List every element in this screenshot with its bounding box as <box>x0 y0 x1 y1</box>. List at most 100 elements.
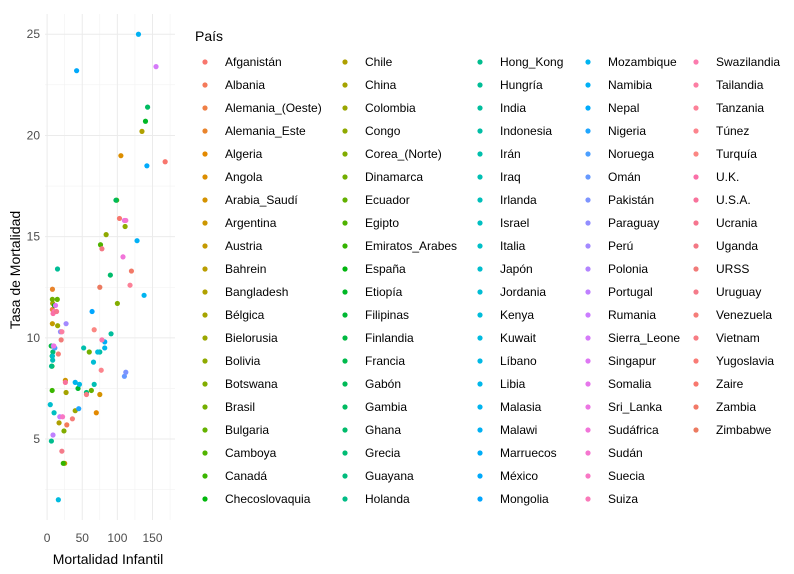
legend-label: Paraguay <box>608 216 659 230</box>
legend-key <box>202 59 208 65</box>
legend-label: Malawi <box>500 423 537 437</box>
legend-key <box>342 59 348 65</box>
data-point <box>76 406 82 412</box>
data-point <box>128 268 135 274</box>
data-point <box>121 373 128 379</box>
data-point <box>58 337 64 343</box>
data-point <box>116 215 123 222</box>
legend-key <box>585 335 591 341</box>
legend-key <box>585 496 591 502</box>
data-point <box>81 345 87 351</box>
legend-key <box>342 105 348 111</box>
legend-label: Omán <box>608 170 641 184</box>
data-point <box>54 296 60 302</box>
legend-key <box>342 266 348 272</box>
legend-key <box>477 82 483 88</box>
legend-key <box>585 404 591 410</box>
legend-label: Chile <box>365 55 393 69</box>
data-point <box>153 64 159 70</box>
legend-key <box>477 496 483 502</box>
legend-key <box>693 59 699 65</box>
data-point <box>103 232 109 238</box>
legend-label: URSS <box>716 262 749 276</box>
data-point <box>49 286 56 292</box>
legend-label: Uganda <box>716 239 758 253</box>
data-point <box>91 381 97 387</box>
data-point <box>72 379 78 385</box>
data-point <box>49 321 55 327</box>
x-tick-label: 0 <box>44 531 51 545</box>
legend-key <box>202 105 208 111</box>
legend-key <box>202 174 208 180</box>
legend-key <box>585 59 591 65</box>
legend-key <box>202 335 208 341</box>
legend-key <box>477 312 483 318</box>
data-point <box>60 460 66 466</box>
legend-label: Israel <box>500 216 529 230</box>
legend-key <box>342 243 348 249</box>
legend-key <box>477 404 483 410</box>
legend-key <box>585 381 591 387</box>
legend-key <box>585 128 591 134</box>
legend-label: Libia <box>500 377 526 391</box>
legend-key <box>342 174 348 180</box>
legend-key <box>693 174 699 180</box>
legend-key <box>477 59 483 65</box>
legend-label: Italia <box>500 239 526 253</box>
legend-key <box>202 450 208 456</box>
data-point <box>88 387 94 394</box>
data-point <box>102 345 108 351</box>
legend-label: Uruguay <box>716 285 761 299</box>
data-point <box>144 104 151 110</box>
legend-label: Ucrania <box>716 216 758 230</box>
data-point <box>51 343 57 349</box>
legend-label: Ecuador <box>365 193 410 207</box>
legend-label: Brasil <box>225 400 255 414</box>
legend-key <box>477 197 483 203</box>
legend-label: Marruecos <box>500 446 557 460</box>
data-point <box>75 385 81 392</box>
legend-key <box>693 289 699 295</box>
legend-key <box>585 427 591 433</box>
legend-key <box>693 243 699 249</box>
legend-key <box>585 174 591 180</box>
legend-label: Austria <box>225 239 263 253</box>
legend-key <box>477 243 483 249</box>
legend-label: Afganistán <box>225 55 282 69</box>
legend-key <box>342 128 348 134</box>
legend-key <box>342 450 348 456</box>
data-point <box>59 448 65 454</box>
legend-key <box>585 358 591 364</box>
legend-label: Gambia <box>365 400 407 414</box>
legend-label: Somalia <box>608 377 652 391</box>
legend-label: Congo <box>365 124 401 138</box>
legend-label: Túnez <box>716 124 749 138</box>
legend-label: Sri_Lanka <box>608 400 662 414</box>
data-point <box>91 327 97 333</box>
legend-label: Jordania <box>500 285 546 299</box>
legend-label: Gabón <box>365 377 401 391</box>
legend-key <box>477 450 483 456</box>
y-tick-label: 25 <box>27 27 41 41</box>
legend-key <box>477 128 483 134</box>
legend-key <box>585 312 591 318</box>
legend-label: Nepal <box>608 101 639 115</box>
legend-key <box>585 151 591 157</box>
data-point <box>86 349 92 355</box>
legend-label: Finlandia <box>365 331 414 345</box>
legend-label: México <box>500 469 538 483</box>
legend-label: Algeria <box>225 147 263 161</box>
legend-label: España <box>365 262 406 276</box>
legend-key <box>202 358 208 364</box>
legend-key <box>202 289 208 295</box>
y-tick-label: 15 <box>27 230 41 244</box>
legend-key <box>202 243 208 249</box>
legend-label: Bélgica <box>225 308 265 322</box>
y-tick-label: 5 <box>33 432 40 446</box>
legend-key <box>342 496 348 502</box>
legend-label: Indonesia <box>500 124 552 138</box>
data-point <box>52 302 59 309</box>
legend-label: Suiza <box>608 492 638 506</box>
legend-label: Mozambique <box>608 55 677 69</box>
legend-key <box>693 404 699 410</box>
